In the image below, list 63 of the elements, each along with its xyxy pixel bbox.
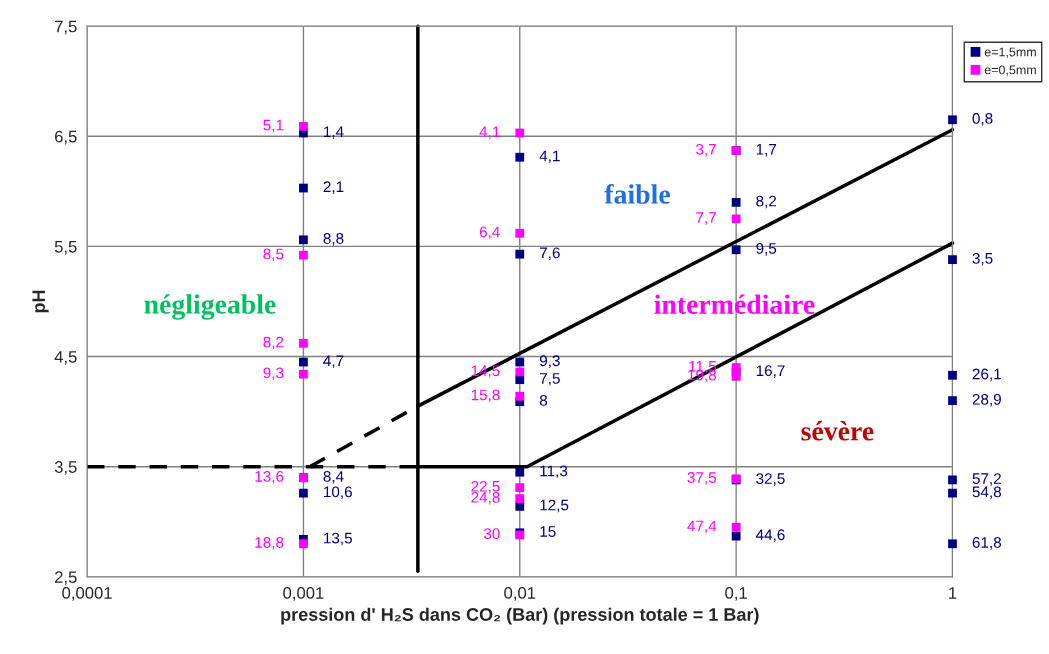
- x-tick-label: 0,1: [725, 586, 747, 601]
- annotation: 44,6: [755, 529, 785, 542]
- annotation: faible: [604, 183, 670, 204]
- x-tick-label: 0,001: [283, 586, 324, 601]
- annotation: 9,3: [539, 355, 560, 368]
- annotation: 8,2: [263, 336, 284, 350]
- legend-label: e=0,5mm: [984, 65, 1036, 76]
- y-tick-label: 4,5: [54, 351, 77, 365]
- annotation: 7,5: [540, 373, 560, 386]
- annotation: 16,7: [756, 365, 785, 378]
- annotation: 9,3: [263, 367, 284, 381]
- annotation: 7,7: [696, 212, 716, 225]
- annotation: 24,8: [471, 491, 500, 505]
- annotation: 3,7: [696, 143, 716, 157]
- annotation: 12,5: [540, 499, 569, 513]
- annotation: 9,5: [756, 243, 777, 256]
- annotation: 1,7: [756, 144, 777, 157]
- x-axis-title: pression d' H₂S dans CO₂ (Bar) (pression totale = 1 Bar): [281, 607, 759, 625]
- annotation: 61,8: [972, 537, 1002, 550]
- annotation: 8,8: [323, 233, 344, 246]
- annotation: 1,4: [324, 126, 344, 139]
- annotation: sévère: [801, 421, 874, 441]
- x-tick-label: 0,01: [504, 586, 536, 601]
- annotation: 8,5: [263, 248, 284, 262]
- annotation: négligeable: [144, 294, 276, 320]
- annotation: 10,6: [324, 486, 352, 500]
- annotation: 28,9: [972, 393, 1001, 407]
- y-tick-label: 5,5: [54, 241, 77, 255]
- annotation: 30: [483, 528, 500, 540]
- annotation: 37,5: [687, 472, 717, 485]
- y-tick-label: 7,5: [55, 20, 77, 35]
- annotation: 8: [539, 395, 548, 406]
- annotation: 15,8: [471, 389, 500, 403]
- annotation: 2,1: [323, 181, 344, 194]
- annotation: 22,5: [471, 480, 500, 494]
- annotation: 26,1: [972, 368, 1001, 382]
- annotation: 8,4: [323, 470, 344, 484]
- annotation: 4,1: [479, 126, 500, 139]
- x-tick-label: 0,0001: [62, 586, 112, 601]
- annotation: 4,1: [539, 150, 560, 164]
- annotation: 6,4: [479, 226, 500, 240]
- annotation: 57,2: [972, 473, 1001, 486]
- y-tick-label: 3,5: [54, 461, 77, 475]
- y-axis-title: pH: [32, 290, 49, 313]
- x-tick-label: 1: [949, 587, 957, 599]
- annotation: 11,3: [540, 465, 568, 479]
- annotation: 47,4: [687, 520, 717, 534]
- annotation: 54,8: [972, 486, 1002, 500]
- annotation: 0,8: [972, 113, 993, 126]
- annotation: 8,2: [756, 195, 777, 209]
- y-tick-label: 2,5: [55, 571, 77, 585]
- annotation: 13,5: [324, 532, 352, 546]
- annotation: intermédiaire: [654, 294, 815, 314]
- annotation: 5,1: [263, 119, 284, 133]
- y-tick-label: 6,5: [55, 130, 77, 145]
- legend-label: e=1,5mm: [984, 47, 1036, 58]
- annotation: 7,6: [540, 247, 560, 261]
- annotation: 15: [540, 526, 556, 537]
- annotation: 32,5: [756, 473, 785, 486]
- annotation: 13,6: [255, 470, 284, 484]
- annotation: 18,8: [255, 537, 284, 550]
- annotation: 3,5: [972, 252, 993, 266]
- annotation: 4,7: [323, 355, 344, 368]
